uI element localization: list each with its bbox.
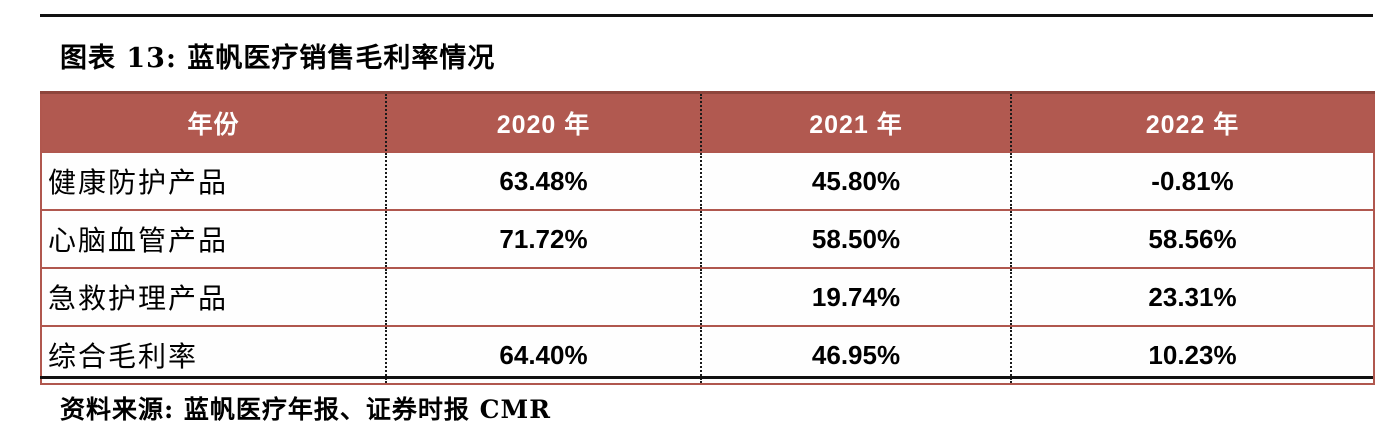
table-row: 心脑血管产品 71.72% 58.50% 58.56% <box>41 209 1374 268</box>
header-cell-year: 年份 <box>41 91 386 152</box>
value-cell: -0.81% <box>1010 151 1374 210</box>
row-label-cell: 心脑血管产品 <box>41 209 386 268</box>
value-cell: 64.40% <box>385 325 701 384</box>
table-row: 急救护理产品 19.74% 23.31% <box>41 267 1374 326</box>
gross-margin-table: 年份 2020 年 2021 年 2022 年 健康防护产品 63.48% 45… <box>40 91 1375 385</box>
row-label-cell: 综合毛利率 <box>41 325 386 384</box>
value-cell: 58.56% <box>1010 209 1374 268</box>
figure-title: 图表 13: 蓝帆医疗销售毛利率情况 <box>60 43 496 74</box>
table-header-row: 年份 2020 年 2021 年 2022 年 <box>41 91 1374 152</box>
header-cell-2021: 2021 年 <box>700 91 1011 152</box>
header-cell-2020: 2020 年 <box>385 91 701 152</box>
value-cell: 46.95% <box>700 325 1011 384</box>
header-cell-2022: 2022 年 <box>1010 91 1374 152</box>
row-label-cell: 健康防护产品 <box>41 151 386 210</box>
value-cell: 63.48% <box>385 151 701 210</box>
table-row: 综合毛利率 64.40% 46.95% 10.23% <box>41 325 1374 384</box>
value-cell: 23.31% <box>1010 267 1374 326</box>
value-cell: 45.80% <box>700 151 1011 210</box>
top-divider <box>40 14 1373 17</box>
value-cell: 19.74% <box>700 267 1011 326</box>
bottom-divider <box>40 376 1373 379</box>
value-cell: 58.50% <box>700 209 1011 268</box>
table-row: 健康防护产品 63.48% 45.80% -0.81% <box>41 151 1374 210</box>
value-cell <box>385 267 701 326</box>
value-cell: 10.23% <box>1010 325 1374 384</box>
source-note: 资料来源: 蓝帆医疗年报、证券时报 CMR <box>60 395 551 424</box>
row-label-cell: 急救护理产品 <box>41 267 386 326</box>
value-cell: 71.72% <box>385 209 701 268</box>
